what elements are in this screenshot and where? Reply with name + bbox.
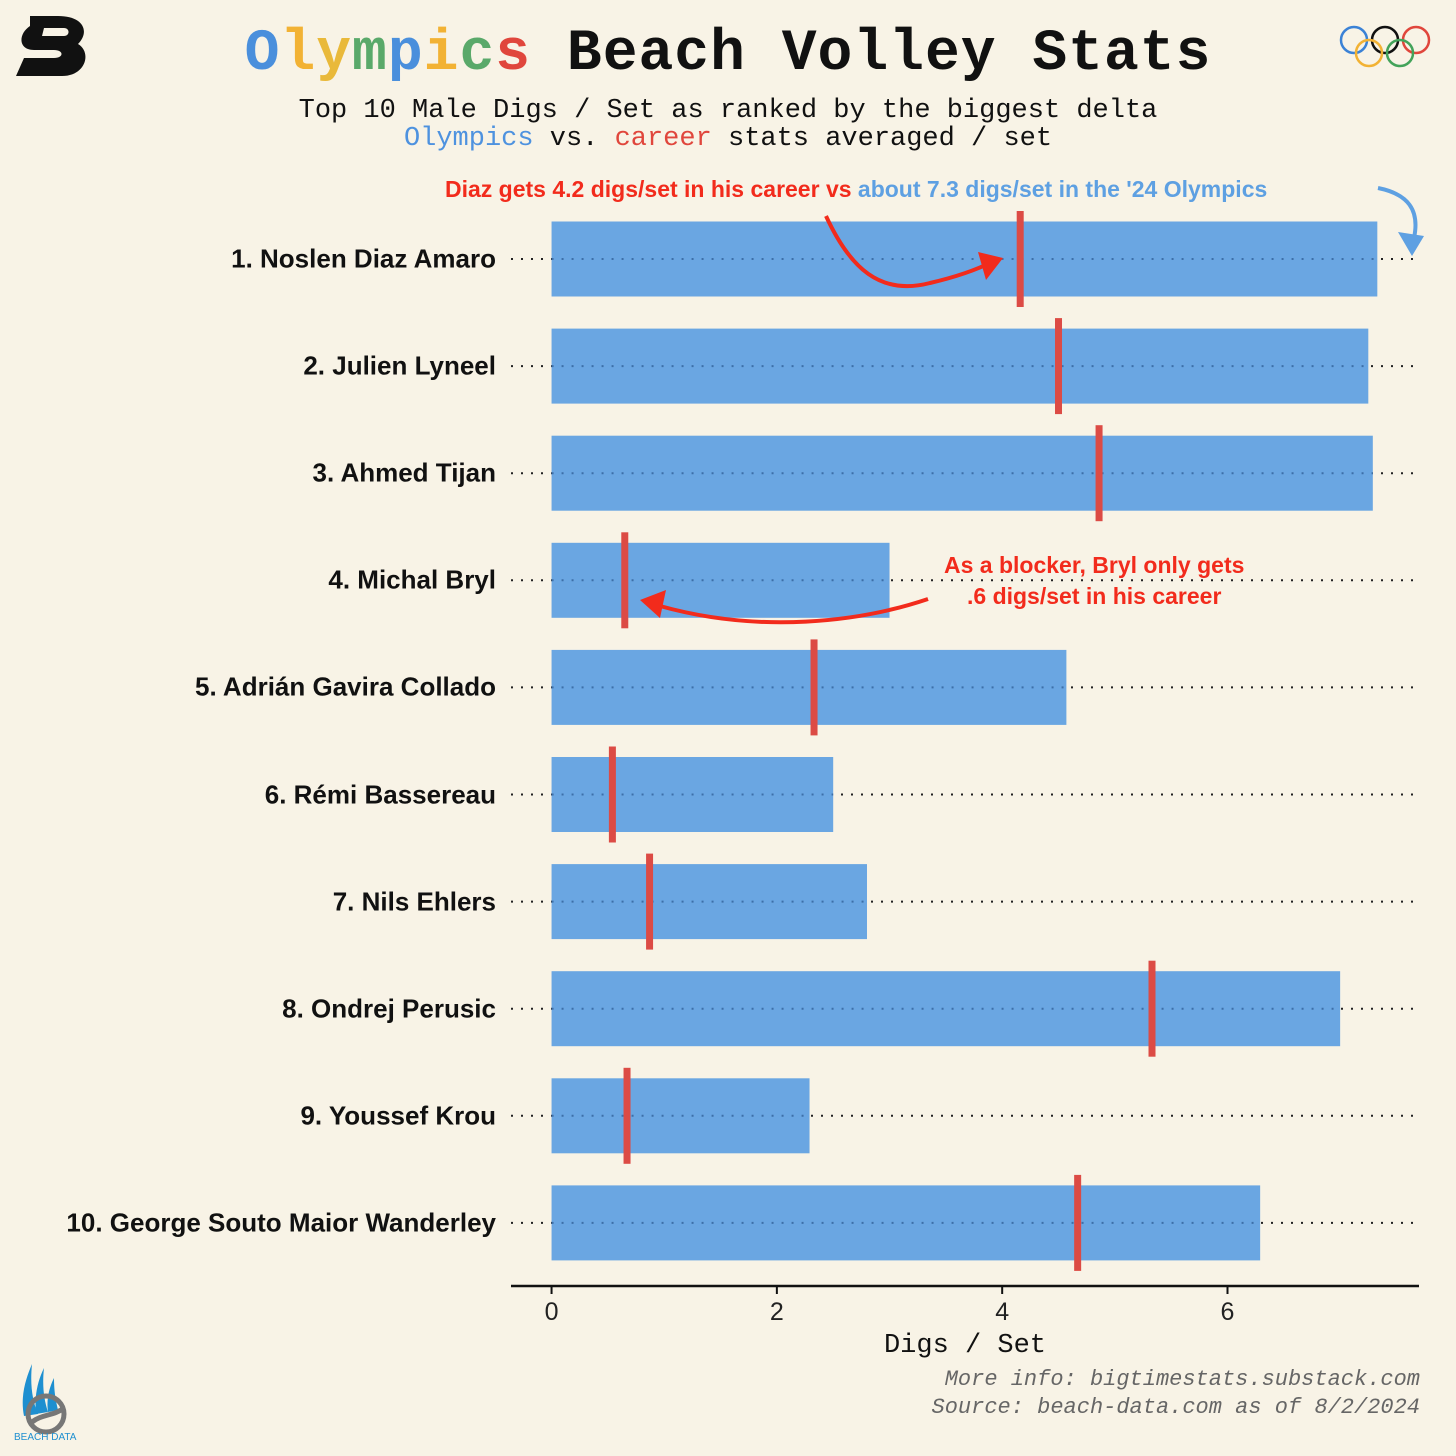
career-marker bbox=[1074, 1174, 1082, 1271]
title-letter: s bbox=[495, 22, 532, 87]
subtitle-end: stats averaged / set bbox=[711, 124, 1053, 154]
bryl-annotation-line2: .6 digs/set in his career bbox=[967, 583, 1222, 609]
title-letter: c bbox=[459, 22, 496, 87]
category-label: 10. George Souto Maior Wanderley bbox=[66, 1207, 496, 1238]
x-tick-label: 0 bbox=[545, 1298, 559, 1326]
title-rest: Beach Volley Stats bbox=[566, 22, 1212, 87]
career-marker bbox=[810, 639, 818, 736]
olympic-rings-icon bbox=[1339, 25, 1431, 68]
olympics-bar bbox=[551, 1078, 810, 1154]
category-label: 3. Ahmed Tijan bbox=[312, 457, 497, 488]
subtitle-olympics: Olympics bbox=[403, 124, 534, 154]
footer-source: Source: beach-data.com as of 8/2/2024 bbox=[931, 1395, 1420, 1420]
diaz-annotation-arrow bbox=[824, 215, 993, 289]
career-marker bbox=[1148, 960, 1156, 1057]
career-marker bbox=[646, 853, 654, 950]
olympics-bar bbox=[551, 1185, 1261, 1261]
category-label: 4. Michal Bryl bbox=[328, 564, 496, 595]
x-tick-label: 6 bbox=[1221, 1298, 1235, 1326]
x-axis-label: Digs / Set bbox=[884, 1331, 1046, 1361]
diaz-annotation-red: Diaz gets 4.2 digs/set in his career vs bbox=[445, 176, 858, 202]
category-label: 6. Rémi Bassereau bbox=[264, 779, 496, 809]
category-label: 9. Youssef Krou bbox=[300, 1100, 496, 1131]
title-letter: p bbox=[387, 22, 424, 87]
career-marker bbox=[621, 532, 629, 629]
title-letter: l bbox=[280, 22, 317, 87]
x-tick-label: 2 bbox=[770, 1298, 784, 1326]
diaz-annotation: Diaz gets 4.2 digs/set in his career vs … bbox=[445, 176, 1267, 203]
category-label: 7. Nils Ehlers bbox=[332, 886, 496, 917]
category-label: 2. Julien Lyneel bbox=[303, 350, 496, 381]
title-letter: m bbox=[352, 22, 388, 87]
title-letter: i bbox=[423, 22, 460, 87]
career-marker bbox=[1055, 318, 1063, 415]
chart-title: Olympics Beach Volley Stats bbox=[0, 22, 1456, 87]
career-marker bbox=[623, 1067, 631, 1164]
title-letter: y bbox=[316, 22, 353, 87]
career-marker bbox=[1016, 211, 1024, 307]
big-time-stats-logo bbox=[16, 16, 86, 76]
career-marker bbox=[608, 746, 616, 843]
olympics-bar bbox=[551, 221, 1378, 297]
olympics-bar bbox=[551, 649, 1067, 725]
olympics-arrow-head bbox=[1398, 232, 1424, 256]
beach-data-logo-text: BEACH DATA bbox=[14, 1432, 77, 1443]
olympics-bar bbox=[551, 328, 1369, 404]
bryl-annotation: As a blocker, Bryl only gets .6 digs/set … bbox=[944, 550, 1244, 612]
career-marker bbox=[1095, 425, 1103, 522]
footer-more-info: More info: bigtimestats.substack.com bbox=[944, 1367, 1420, 1392]
subtitle-career: career bbox=[614, 124, 712, 154]
category-label: 1. Noslen Diaz Amaro bbox=[231, 243, 496, 274]
subtitle-line2: Olympics vs. career stats averaged / set bbox=[0, 125, 1456, 153]
category-label: 5. Adrián Gavira Collado bbox=[194, 671, 496, 702]
bryl-annotation-arrow bbox=[659, 597, 929, 625]
beach-data-logo bbox=[22, 1364, 67, 1435]
bryl-arrow-head bbox=[640, 590, 666, 618]
diaz-annotation-blue: about 7.3 digs/set in the '24 Olympics bbox=[857, 176, 1268, 202]
subtitle-line1: Top 10 Male Digs / Set as ranked by the … bbox=[298, 96, 1158, 126]
bryl-annotation-line1: As a blocker, Bryl only gets bbox=[944, 552, 1245, 578]
title-letter: O bbox=[244, 22, 281, 87]
title-olympics-word: Olympics bbox=[245, 22, 532, 87]
olympics-bar bbox=[551, 864, 867, 940]
diaz-arrow-head bbox=[978, 252, 1003, 280]
subtitle-vs: vs. bbox=[533, 124, 615, 154]
olympics-annotation-arrow bbox=[1377, 186, 1418, 239]
category-label: 8. Ondrej Perusic bbox=[282, 993, 496, 1024]
x-tick-label: 4 bbox=[995, 1298, 1009, 1326]
